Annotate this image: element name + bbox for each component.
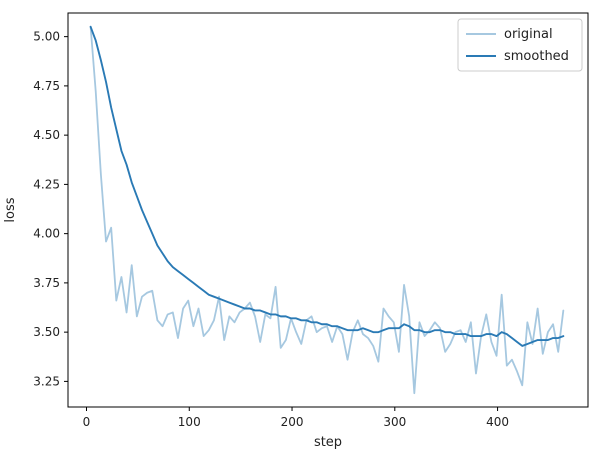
x-tick-label: 100 — [178, 415, 201, 429]
x-tick-label: 400 — [486, 415, 509, 429]
x-tick-label: 300 — [383, 415, 406, 429]
legend-label-original: original — [504, 27, 553, 42]
y-tick-label: 5.00 — [33, 30, 60, 44]
y-tick-label: 3.25 — [33, 374, 60, 388]
x-tick-label: 0 — [83, 415, 91, 429]
legend-box — [457, 18, 583, 72]
series-layer — [89, 25, 565, 395]
legend-label-smoothed: smoothed — [504, 49, 569, 64]
y-tick-label: 4.25 — [33, 177, 60, 191]
y-tick-label: 4.75 — [33, 79, 60, 93]
plot-area — [68, 13, 588, 407]
y-tick-label: 4.50 — [33, 128, 60, 142]
x-axis-label: step — [314, 435, 342, 450]
x-tick-label: 200 — [281, 415, 304, 429]
y-tick-label: 3.50 — [33, 325, 60, 339]
y-axis: 3.25 3.50 3.75 4.00 4.25 4.50 4.75 5.00 — [33, 30, 68, 388]
y-tick-label: 4.00 — [33, 227, 60, 241]
x-axis: 0 100 200 300 400 — [83, 407, 509, 429]
plot-frame — [67, 12, 589, 408]
series-line-original — [89, 25, 565, 395]
y-tick-label: 3.75 — [33, 276, 60, 290]
series-line-smoothed — [89, 25, 565, 347]
plot-background — [68, 13, 588, 407]
legend: original smoothed — [457, 18, 583, 72]
y-axis-label: loss — [3, 197, 18, 222]
